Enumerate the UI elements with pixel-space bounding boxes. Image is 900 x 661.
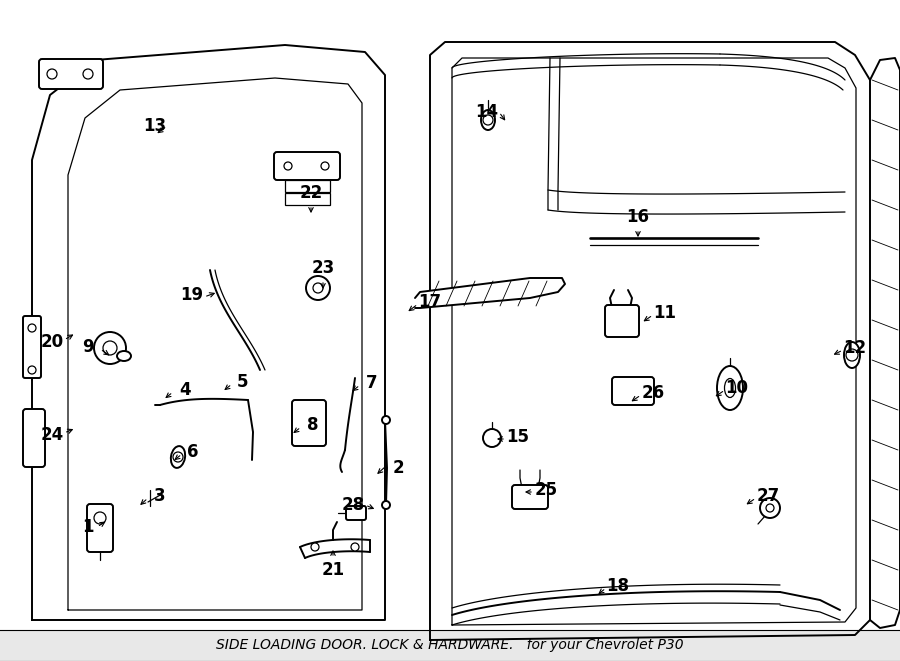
Text: 22: 22 [300, 184, 322, 202]
Ellipse shape [844, 342, 860, 368]
Circle shape [351, 543, 359, 551]
Text: 11: 11 [653, 304, 677, 322]
FancyBboxPatch shape [23, 409, 45, 467]
FancyBboxPatch shape [605, 305, 639, 337]
Circle shape [846, 349, 858, 361]
Circle shape [306, 276, 330, 300]
Polygon shape [415, 278, 565, 308]
FancyBboxPatch shape [512, 485, 548, 509]
FancyBboxPatch shape [346, 506, 366, 520]
Text: 21: 21 [321, 561, 345, 579]
Bar [285, 193, 330, 205]
Circle shape [766, 504, 774, 512]
FancyBboxPatch shape [39, 59, 103, 89]
Bar [0, 630, 900, 661]
Ellipse shape [117, 351, 131, 361]
Text: 20: 20 [40, 333, 64, 351]
Circle shape [28, 324, 36, 332]
Text: 9: 9 [82, 338, 94, 356]
FancyBboxPatch shape [612, 377, 654, 405]
Text: 28: 28 [341, 496, 365, 514]
Text: 5: 5 [238, 373, 248, 391]
Circle shape [284, 162, 292, 170]
Text: 14: 14 [475, 103, 499, 121]
Ellipse shape [724, 379, 735, 397]
Ellipse shape [171, 446, 185, 468]
Circle shape [483, 429, 501, 447]
Circle shape [313, 283, 323, 293]
Circle shape [321, 162, 329, 170]
Text: 16: 16 [626, 208, 650, 226]
Circle shape [94, 512, 106, 524]
Ellipse shape [717, 366, 743, 410]
Text: 17: 17 [418, 293, 442, 311]
Text: 25: 25 [535, 481, 558, 499]
Text: 24: 24 [40, 426, 64, 444]
Text: 3: 3 [154, 487, 166, 505]
Circle shape [83, 69, 93, 79]
FancyBboxPatch shape [87, 504, 113, 552]
Circle shape [103, 341, 117, 355]
Circle shape [760, 498, 780, 518]
Text: 12: 12 [843, 339, 867, 357]
FancyBboxPatch shape [292, 400, 326, 446]
Text: 15: 15 [507, 428, 529, 446]
Circle shape [483, 115, 493, 125]
Text: 1: 1 [82, 518, 94, 536]
Text: 19: 19 [180, 286, 203, 304]
Text: 10: 10 [725, 379, 749, 397]
Text: 7: 7 [366, 374, 378, 392]
Ellipse shape [481, 110, 495, 130]
Text: 23: 23 [311, 259, 335, 277]
Text: 8: 8 [307, 416, 319, 434]
Text: SIDE LOADING DOOR. LOCK & HARDWARE.   for your Chevrolet P30: SIDE LOADING DOOR. LOCK & HARDWARE. for … [216, 638, 684, 652]
Text: 2: 2 [392, 459, 404, 477]
Text: 13: 13 [143, 117, 166, 135]
Circle shape [28, 366, 36, 374]
Text: 6: 6 [187, 443, 199, 461]
Text: 27: 27 [756, 487, 779, 505]
Circle shape [311, 543, 319, 551]
Circle shape [382, 501, 390, 509]
Text: 4: 4 [179, 381, 191, 399]
Text: 18: 18 [607, 577, 629, 595]
Circle shape [47, 69, 57, 79]
Text: 26: 26 [642, 384, 664, 402]
FancyBboxPatch shape [274, 152, 340, 180]
Circle shape [173, 452, 183, 462]
Bar [285, 180, 330, 192]
Circle shape [382, 416, 390, 424]
Circle shape [94, 332, 126, 364]
FancyBboxPatch shape [23, 316, 41, 378]
